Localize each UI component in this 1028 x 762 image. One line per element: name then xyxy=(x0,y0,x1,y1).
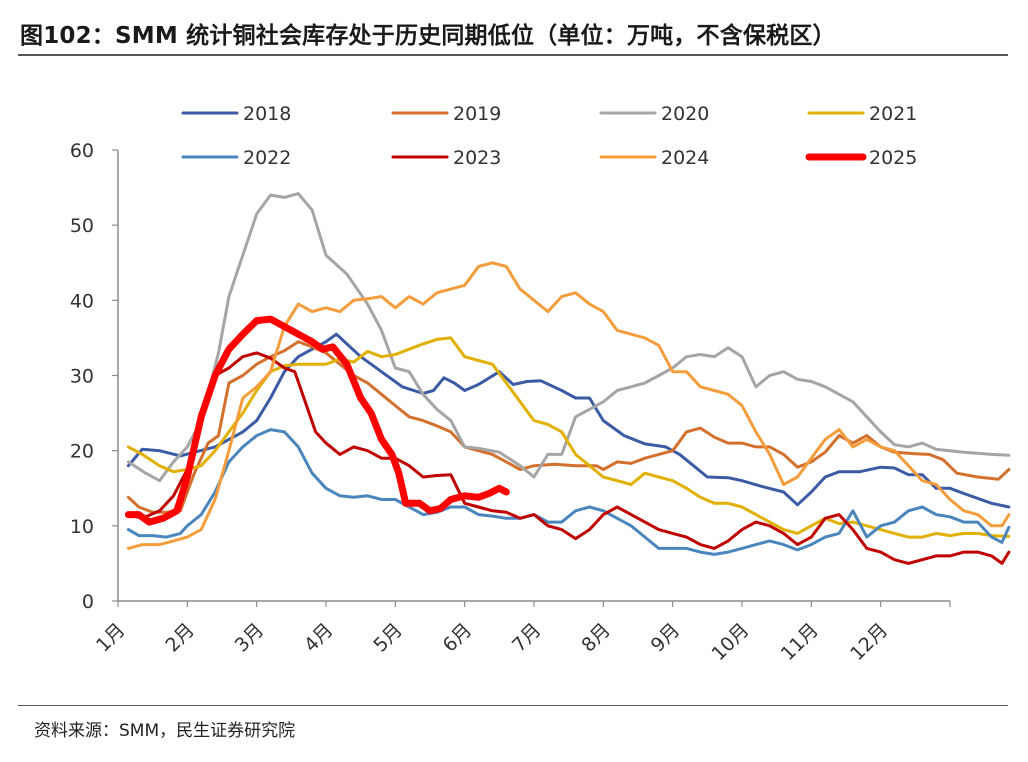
x-tick-label: 8月 xyxy=(577,619,615,657)
y-tick-label: 40 xyxy=(70,290,94,312)
chart-series xyxy=(124,192,1011,565)
x-tick-label: 9月 xyxy=(647,619,685,657)
legend-label-2022: 2022 xyxy=(243,147,291,169)
x-tick-label: 4月 xyxy=(300,619,338,657)
y-tick-label: 20 xyxy=(70,441,94,463)
x-tick-label: 5月 xyxy=(369,619,407,657)
series-line-2022 xyxy=(126,428,1011,556)
series-line-2025 xyxy=(124,315,510,526)
x-tick-label: 3月 xyxy=(231,619,269,657)
legend-label-2020: 2020 xyxy=(661,103,709,125)
series-line-2018 xyxy=(126,332,1011,509)
y-tick-label: 0 xyxy=(82,591,94,613)
series-line-2023 xyxy=(126,351,1011,565)
y-tick-label: 10 xyxy=(70,516,94,538)
line-chart: 2018 2019 2020 2021 2022 2023 2024 2025 0 10 20 30… xyxy=(70,103,1011,665)
legend-label-2021: 2021 xyxy=(869,103,917,125)
y-tick-label: 50 xyxy=(70,215,94,237)
chart-title: 图102：SMM 统计铜社会库存处于历史同期低位（单位：万吨，不含保税区） xyxy=(20,23,836,49)
title-divider xyxy=(18,54,1008,56)
legend-label-2025: 2025 xyxy=(869,147,917,169)
x-tick-label: 1月 xyxy=(92,619,130,657)
legend-label-2019: 2019 xyxy=(453,103,501,125)
series-line-2020 xyxy=(126,192,1011,483)
x-tick-label: 10月 xyxy=(707,619,753,665)
series-line-2024 xyxy=(126,261,1011,550)
chart-legend: 2018 2019 2020 2021 2022 2023 2024 2025 xyxy=(181,103,917,169)
x-tick-label: 6月 xyxy=(439,619,477,657)
legend-label-2018: 2018 xyxy=(243,103,291,125)
y-tick-label: 30 xyxy=(70,366,94,388)
legend-label-2023: 2023 xyxy=(453,147,501,169)
source-note: 资料来源：SMM，民生证券研究院 xyxy=(34,721,296,741)
source-divider xyxy=(18,705,1008,706)
x-tick-label: 11月 xyxy=(777,619,823,665)
y-tick-label: 60 xyxy=(70,140,94,162)
x-tick-label: 12月 xyxy=(846,619,892,665)
x-tick-label: 7月 xyxy=(508,619,546,657)
chart-axes: 0 10 20 30 40 50 60 1月 2月 3月 4月 5月 6月 7月 8月 9月 10月 11月 12月 xyxy=(70,140,951,665)
x-tick-label: 2月 xyxy=(161,619,199,657)
legend-label-2024: 2024 xyxy=(661,147,709,169)
